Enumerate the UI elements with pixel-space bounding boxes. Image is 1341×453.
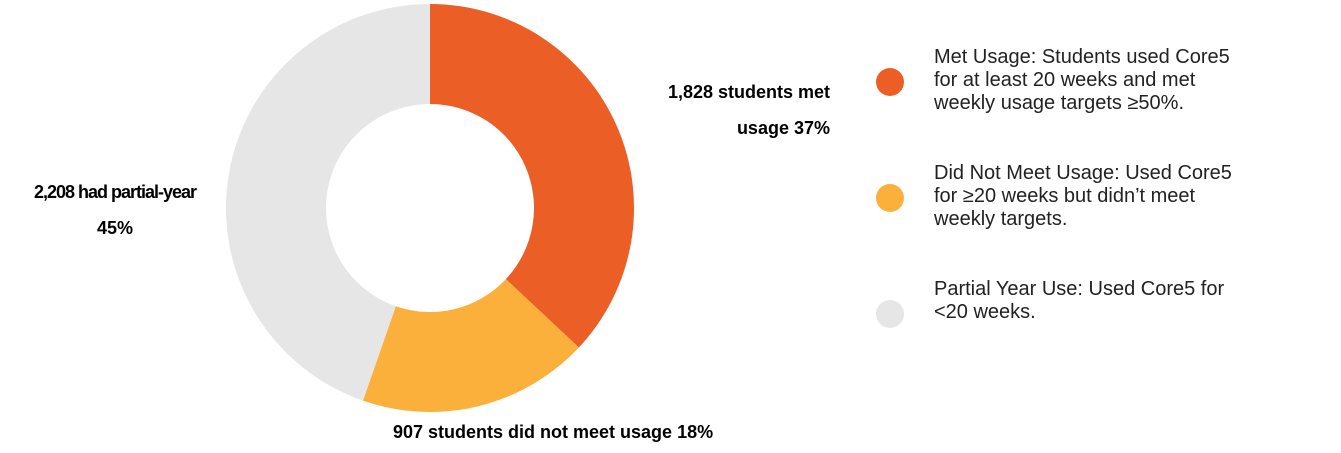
legend-item-did-not-meet: Did Not Meet Usage: Used Core5 for ≥20 w… <box>876 162 1326 278</box>
legend-swatch-did-not-meet <box>876 184 904 212</box>
slice-label-partial-year: 2,208 had partial-year 45% <box>33 182 197 238</box>
slice-label-did-not-meet: 907 students did not meet usage 18% <box>393 422 714 442</box>
donut-chart <box>226 4 634 412</box>
legend-text-partial-year: Partial Year Use: Used Core5 for <20 wee… <box>934 278 1225 323</box>
legend: Met Usage: Students used Core5 for at le… <box>876 46 1326 394</box>
slice-met-usage <box>430 4 634 348</box>
legend-text-met-usage: Met Usage: Students used Core5 for at le… <box>934 46 1230 114</box>
slice-partial-year <box>226 4 430 401</box>
legend-item-met-usage: Met Usage: Students used Core5 for at le… <box>876 46 1326 162</box>
slice-did-not-meet <box>362 279 579 412</box>
legend-swatch-partial-year <box>876 300 904 328</box>
legend-swatch-met-usage <box>876 68 904 96</box>
slice-label-met-usage: 1,828 students met usage 37% <box>667 82 830 138</box>
legend-text-did-not-meet: Did Not Meet Usage: Used Core5 for ≥20 w… <box>934 162 1232 230</box>
legend-item-partial-year: Partial Year Use: Used Core5 for <20 wee… <box>876 278 1326 394</box>
